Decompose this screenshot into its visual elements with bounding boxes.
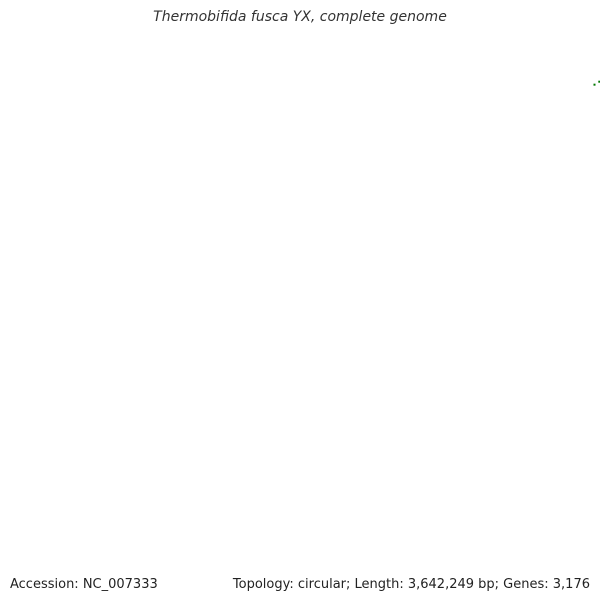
minor-tick [598, 80, 600, 83]
genome-summary: Topology: circular; Length: 3,642,249 bp… [232, 577, 590, 592]
outer-tick-scale [593, 80, 600, 86]
minor-tick [593, 83, 596, 86]
accession-text: Accession: NC_007333 [8, 577, 160, 592]
map-title: Thermobifida fusca YX, complete genome [153, 9, 447, 25]
